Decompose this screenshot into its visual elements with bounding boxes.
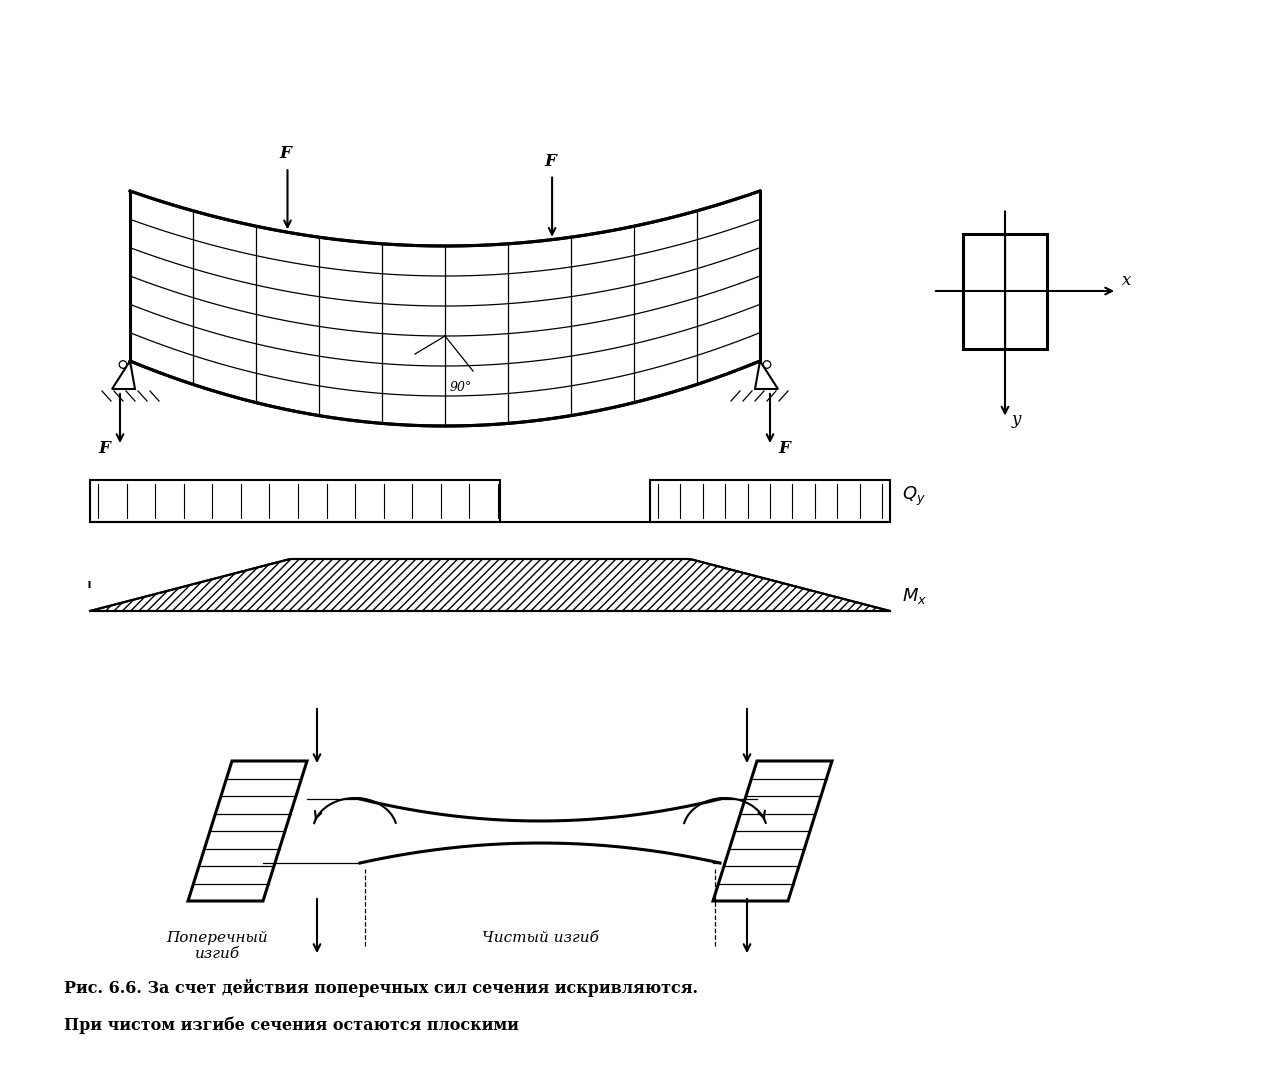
Bar bbox=[963, 233, 1047, 349]
Bar bbox=[90, 480, 500, 522]
Text: $Q_y$: $Q_y$ bbox=[903, 484, 926, 508]
Polygon shape bbox=[90, 560, 890, 611]
Polygon shape bbox=[713, 761, 832, 901]
Text: При чистом изгибе сечения остаются плоскими: При чистом изгибе сечения остаются плоск… bbox=[64, 1017, 519, 1034]
Text: Чистый изгиб: Чистый изгиб bbox=[482, 931, 599, 945]
Text: F: F bbox=[279, 145, 291, 162]
Polygon shape bbox=[188, 761, 306, 901]
Text: F: F bbox=[544, 153, 556, 170]
Text: $M_x$: $M_x$ bbox=[903, 586, 927, 606]
Text: F: F bbox=[97, 440, 110, 457]
Bar bbox=[650, 480, 890, 522]
Text: y: y bbox=[1011, 411, 1022, 427]
Text: x: x bbox=[1122, 272, 1132, 289]
Text: 90°: 90° bbox=[450, 381, 472, 394]
Text: ': ' bbox=[85, 581, 92, 604]
Text: Поперечный
изгиб: Поперечный изгиб bbox=[167, 931, 268, 961]
Text: F: F bbox=[778, 440, 790, 457]
Text: Рис. 6.6. За счет действия поперечных сил сечения искривляются.: Рис. 6.6. За счет действия поперечных си… bbox=[64, 979, 699, 997]
